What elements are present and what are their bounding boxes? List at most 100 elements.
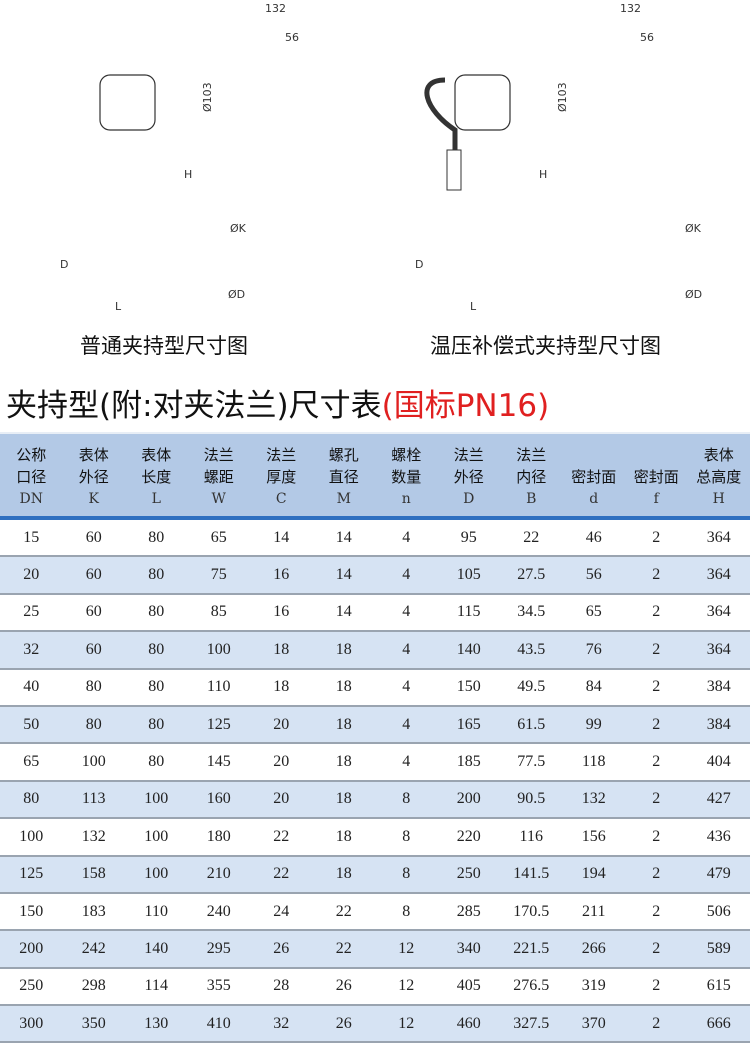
cell-L: 80	[125, 668, 188, 707]
cell-D: 285	[437, 892, 500, 932]
header-symbol: B	[526, 491, 537, 507]
cell-D: 95	[437, 518, 500, 558]
cell-C: 24	[250, 892, 313, 932]
table-row: 50 80 80 125 20 18 4 165 61.5 99 2 384	[0, 705, 750, 745]
dim-k: ØK	[685, 222, 702, 235]
cell-d: 211	[562, 892, 625, 932]
cell-d: 76	[562, 631, 625, 670]
cell-L: 80	[125, 518, 188, 558]
header-line2: 密封面	[571, 468, 617, 486]
cell-M: 18	[312, 705, 375, 745]
dim-l: L	[470, 300, 477, 313]
cell-d: 370	[562, 1005, 625, 1044]
dim-offset: 56	[640, 31, 654, 44]
cell-L: 80	[125, 743, 188, 782]
column-header-DN: 公称 口径 DN	[0, 432, 63, 520]
cell-DN: 65	[0, 743, 63, 782]
header-symbol: L	[151, 491, 161, 507]
column-header-H: 表体 总高度 H	[687, 432, 750, 520]
cell-B: 327.5	[500, 1005, 563, 1044]
column-header-d: 密封面 d	[562, 432, 625, 520]
cell-n: 4	[375, 631, 438, 670]
cell-D: 150	[437, 668, 500, 707]
cell-n: 4	[375, 556, 438, 595]
cell-B: 34.5	[500, 593, 563, 633]
cell-L: 130	[125, 1005, 188, 1044]
page-title: 夹持型(附:对夹法兰)尺寸表(国标PN16)	[6, 380, 549, 425]
cell-C: 28	[250, 967, 313, 1007]
cell-d: 99	[562, 705, 625, 745]
cell-H: 436	[687, 818, 750, 857]
cell-W: 125	[187, 705, 250, 745]
cell-L: 80	[125, 705, 188, 745]
cell-B: 90.5	[500, 780, 563, 820]
cell-d: 319	[562, 967, 625, 1007]
cell-n: 4	[375, 518, 438, 558]
cell-B: 43.5	[500, 631, 563, 670]
cell-DN: 100	[0, 818, 63, 857]
cell-L: 80	[125, 556, 188, 595]
cell-C: 22	[250, 855, 313, 894]
cell-C: 20	[250, 743, 313, 782]
header-line1: 法兰	[453, 446, 484, 464]
column-header-B: 法兰 内径 B	[500, 432, 563, 520]
cell-B: 141.5	[500, 855, 563, 894]
table-row: 250 298 114 355 28 26 12 405 276.5 319 2 615	[0, 967, 750, 1007]
cell-C: 14	[250, 518, 313, 558]
header-line2: 密封面	[633, 468, 679, 486]
column-header-D: 法兰 外径 D	[437, 432, 500, 520]
column-header-n: 螺栓 数量 n	[375, 432, 438, 520]
cell-d: 84	[562, 668, 625, 707]
cell-M: 14	[312, 518, 375, 558]
cell-n: 4	[375, 668, 438, 707]
cell-C: 16	[250, 593, 313, 633]
cell-K: 183	[62, 892, 125, 932]
table-row: 150 183 110 240 24 22 8 285 170.5 211 2 506	[0, 892, 750, 932]
cell-K: 100	[62, 743, 125, 782]
header-line2: 螺距	[203, 468, 234, 486]
dim-diameter: Ø103	[201, 82, 214, 112]
cell-C: 22	[250, 818, 313, 857]
compensated-wafer-dimension-drawing: 132 56 Ø103 H D L ØK ØD	[415, 2, 702, 313]
cell-B: 49.5	[500, 668, 563, 707]
cell-M: 18	[312, 818, 375, 857]
header-line1: 螺孔	[328, 446, 359, 464]
cell-d: 156	[562, 818, 625, 857]
dim-offset: 56	[285, 31, 299, 44]
cell-W: 160	[187, 780, 250, 820]
cell-n: 8	[375, 780, 438, 820]
cell-L: 100	[125, 855, 188, 894]
cell-H: 615	[687, 967, 750, 1007]
cell-B: 170.5	[500, 892, 563, 932]
dim-diameter: Ø103	[556, 82, 569, 112]
cell-M: 18	[312, 855, 375, 894]
cell-C: 32	[250, 1005, 313, 1044]
cell-f: 2	[625, 892, 688, 932]
cell-K: 298	[62, 967, 125, 1007]
table-row: 20 60 80 75 16 14 4 105 27.5 56 2 364	[0, 556, 750, 595]
column-header-M: 螺孔 直径 M	[312, 432, 375, 520]
dim-k: ØK	[230, 222, 247, 235]
dim-width: 132	[620, 2, 641, 15]
cell-L: 80	[125, 593, 188, 633]
cell-d: 266	[562, 930, 625, 969]
cell-K: 60	[62, 556, 125, 595]
cell-f: 2	[625, 1005, 688, 1044]
cell-H: 666	[687, 1005, 750, 1044]
table-row: 32 60 80 100 18 18 4 140 43.5 76 2 364	[0, 631, 750, 670]
cell-K: 132	[62, 818, 125, 857]
cell-H: 364	[687, 593, 750, 633]
cell-C: 20	[250, 780, 313, 820]
cell-M: 26	[312, 1005, 375, 1044]
dim-l: L	[115, 300, 122, 313]
cell-B: 77.5	[500, 743, 563, 782]
cell-H: 364	[687, 556, 750, 595]
cell-B: 22	[500, 518, 563, 558]
compensation-cable	[424, 77, 458, 150]
cell-n: 12	[375, 930, 438, 969]
cell-H: 384	[687, 668, 750, 707]
cell-DN: 200	[0, 930, 63, 969]
title-standard: (国标PN16)	[381, 388, 550, 424]
right-drawing-caption: 温压补偿式夹持型尺寸图	[430, 334, 661, 358]
cell-DN: 250	[0, 967, 63, 1007]
